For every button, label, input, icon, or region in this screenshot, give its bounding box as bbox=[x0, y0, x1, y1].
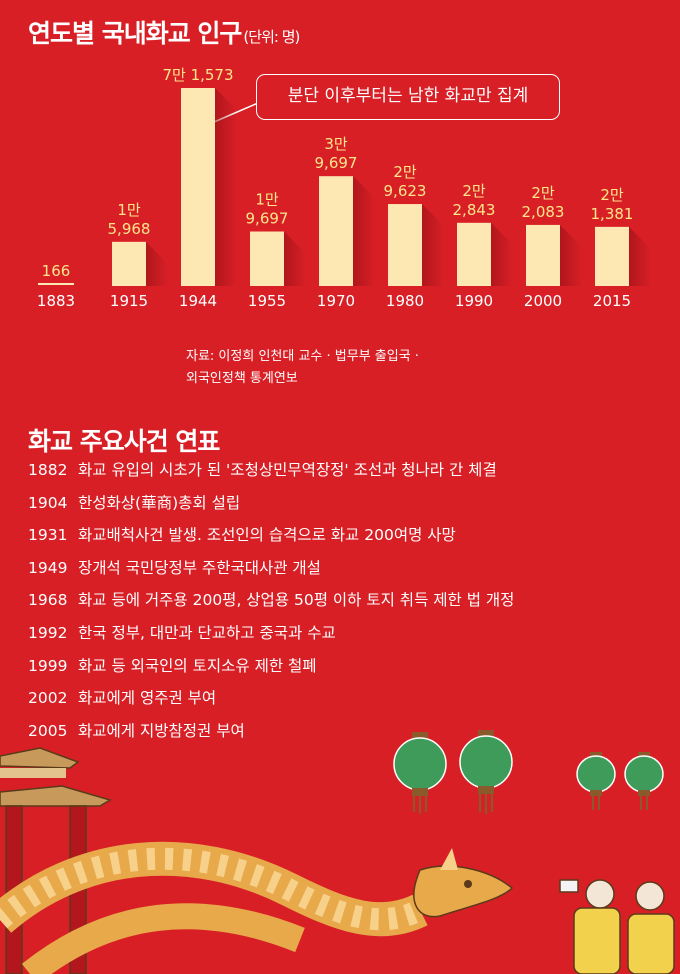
timeline-text: 화교 등 외국인의 토지소유 제한 철폐 bbox=[78, 656, 317, 675]
timeline-item: 1968 화교 등에 거주용 200평, 상업용 50평 이하 토지 취득 제한 … bbox=[28, 588, 514, 621]
data-label: 3만 bbox=[324, 135, 348, 153]
data-label: 2,083 bbox=[522, 203, 565, 221]
timeline-item: 1992 한국 정부, 대만과 단교하고 중국과 수교 bbox=[28, 621, 514, 654]
people-icon bbox=[559, 879, 675, 974]
category-label: 2015 bbox=[593, 292, 631, 310]
bar-shadow bbox=[629, 226, 651, 286]
bar bbox=[457, 222, 491, 286]
timeline-year: 1999 bbox=[28, 656, 68, 675]
lantern-icon bbox=[576, 752, 616, 810]
timeline-year: 1949 bbox=[28, 558, 68, 577]
decorative-illustration bbox=[0, 730, 675, 974]
title-text: 연도별 국내화교 인구 bbox=[28, 19, 242, 48]
source-note: 자료: 이정희 인천대 교수 · 법무부 출입국 · 외국인정책 통계연보 bbox=[186, 346, 606, 390]
bar-shadow bbox=[422, 204, 444, 286]
lantern-icon bbox=[624, 752, 664, 810]
category-label: 1944 bbox=[179, 292, 217, 310]
lantern-icon bbox=[459, 730, 513, 814]
category-label: 1915 bbox=[110, 292, 148, 310]
timeline-year: 1904 bbox=[28, 493, 68, 512]
data-label: 9,623 bbox=[384, 182, 427, 200]
lantern-icon bbox=[393, 732, 447, 814]
data-label: 2만 bbox=[531, 184, 555, 202]
category-label: 1955 bbox=[248, 292, 286, 310]
chart-title: 연도별 국내화교 인구 (단위: 명) bbox=[28, 14, 300, 50]
bar-shadow bbox=[560, 224, 582, 286]
timeline-year: 1882 bbox=[28, 461, 68, 479]
data-label: 2,843 bbox=[453, 201, 496, 219]
bar bbox=[319, 176, 353, 286]
timeline-item: 1904 한성화상(華商)총회 설립 bbox=[28, 491, 514, 524]
unit-label: (단위: 명) bbox=[243, 28, 300, 46]
data-label: 9,697 bbox=[315, 154, 358, 172]
timeline-item: 1931 화교배척사건 발생. 조선인의 습격으로 화교 200여명 사망 bbox=[28, 523, 514, 556]
timeline-item: 1999 화교 등 외국인의 토지소유 제한 철폐 bbox=[28, 654, 514, 687]
bar bbox=[595, 226, 629, 286]
dragon-icon bbox=[0, 841, 514, 974]
timeline-year: 2005 bbox=[28, 721, 68, 740]
data-label: 2만 bbox=[393, 163, 417, 181]
bar bbox=[181, 88, 215, 286]
timeline-item: 2002 화교에게 영주권 부여 bbox=[28, 686, 514, 719]
category-label: 1883 bbox=[37, 292, 75, 310]
timeline-item: 1949 장개석 국민당정부 주한국대사관 개설 bbox=[28, 556, 514, 589]
data-label: 2만 bbox=[600, 186, 624, 204]
timeline-list: 1882 화교 유입의 시초가 된 '조청상민무역장정' 조선과 청나라 간 체결… bbox=[28, 458, 514, 751]
data-label: 2만 bbox=[462, 182, 486, 200]
bar bbox=[112, 241, 146, 286]
data-label: 1만 bbox=[117, 201, 141, 219]
data-label: 1만 bbox=[255, 191, 279, 209]
data-label: 1,381 bbox=[591, 205, 634, 223]
timeline-text: 화교에게 지방참정권 부여 bbox=[78, 721, 245, 740]
data-label: 5,968 bbox=[108, 220, 151, 238]
callout-note: 분단 이후부터는 남한 화교만 집계 bbox=[256, 74, 560, 120]
timeline-text: 화교배척사건 발생. 조선인의 습격으로 화교 200여명 사망 bbox=[78, 526, 456, 545]
data-label: 7만 1,573 bbox=[162, 66, 233, 84]
bar-shadow bbox=[353, 176, 375, 286]
timeline-item: 1882 화교 유입의 시초가 된 '조청상민무역장정' 조선과 청나라 간 체결 bbox=[28, 458, 514, 491]
source-line: 외국인정책 통계연보 bbox=[186, 371, 298, 386]
source-line: 자료: 이정희 인천대 교수 · 법무부 출입국 · bbox=[186, 349, 419, 364]
category-label: 2000 bbox=[524, 292, 562, 310]
timeline-item: 2005 화교에게 지방참정권 부여 bbox=[28, 719, 514, 752]
timeline-year: 1992 bbox=[28, 623, 68, 642]
timeline-year: 2002 bbox=[28, 689, 68, 708]
bar-shadow bbox=[146, 241, 168, 286]
timeline-text: 화교 등에 거주용 200평, 상업용 50평 이하 토지 취득 제한 법 개정 bbox=[78, 591, 515, 610]
data-label: 9,697 bbox=[246, 210, 289, 228]
timeline-year: 1931 bbox=[28, 526, 68, 545]
timeline-text: 화교에게 영주권 부여 bbox=[78, 689, 217, 708]
timeline-text: 장개석 국민당정부 주한국대사관 개설 bbox=[78, 558, 321, 577]
data-label: 166 bbox=[42, 262, 71, 280]
timeline-text: 화교 유입의 시초가 된 '조청상민무역장정' 조선과 청나라 간 체결 bbox=[78, 461, 497, 479]
timeline-year: 1968 bbox=[28, 591, 68, 610]
bar-shadow bbox=[215, 88, 237, 286]
category-label: 1970 bbox=[317, 292, 355, 310]
bar-shadow bbox=[284, 231, 306, 286]
bar bbox=[526, 224, 560, 286]
bar bbox=[388, 204, 422, 286]
category-label: 1980 bbox=[386, 292, 424, 310]
bar-shadow bbox=[491, 222, 513, 286]
bar bbox=[250, 231, 284, 286]
timeline-text: 한성화상(華商)총회 설립 bbox=[78, 493, 241, 512]
timeline-title: 화교 주요사건 연표 bbox=[28, 427, 220, 456]
timeline-text: 한국 정부, 대만과 단교하고 중국과 수교 bbox=[78, 623, 336, 642]
category-label: 1990 bbox=[455, 292, 493, 310]
